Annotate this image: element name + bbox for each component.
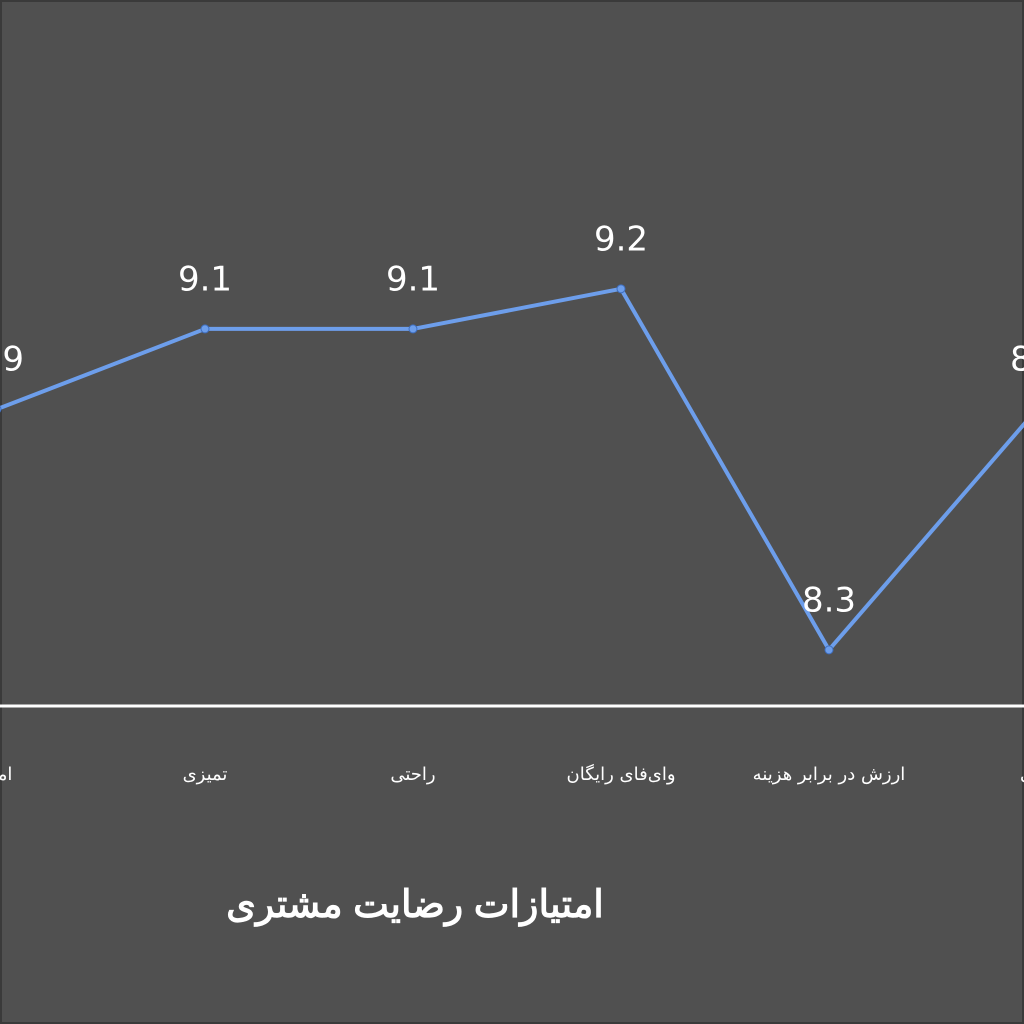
line <box>0 286 1024 652</box>
value-label: 8.3 <box>802 580 856 620</box>
value-label: 8.9 <box>1010 340 1024 380</box>
x-tick-label: کانی <box>1020 764 1024 785</box>
point <box>0 405 2 413</box>
x-tick-label: راحتی <box>390 764 435 785</box>
value-label: 9.1 <box>386 259 440 299</box>
point <box>408 324 418 334</box>
point <box>616 284 626 294</box>
point <box>200 324 210 334</box>
chart-title: امتیازات رضایت مشتری <box>226 884 604 927</box>
value-label: 9.1 <box>178 259 232 299</box>
value-label: 9.2 <box>594 219 648 259</box>
x-tick-label: ارزش در برابر هزینه <box>753 764 906 785</box>
x-tick-label: تمیزی <box>183 764 228 785</box>
point <box>824 645 834 655</box>
value-label: 8.9 <box>0 340 24 380</box>
x-tick-label: امک <box>0 764 12 785</box>
x-tick-label: وای‌فای رایگان <box>566 763 675 785</box>
